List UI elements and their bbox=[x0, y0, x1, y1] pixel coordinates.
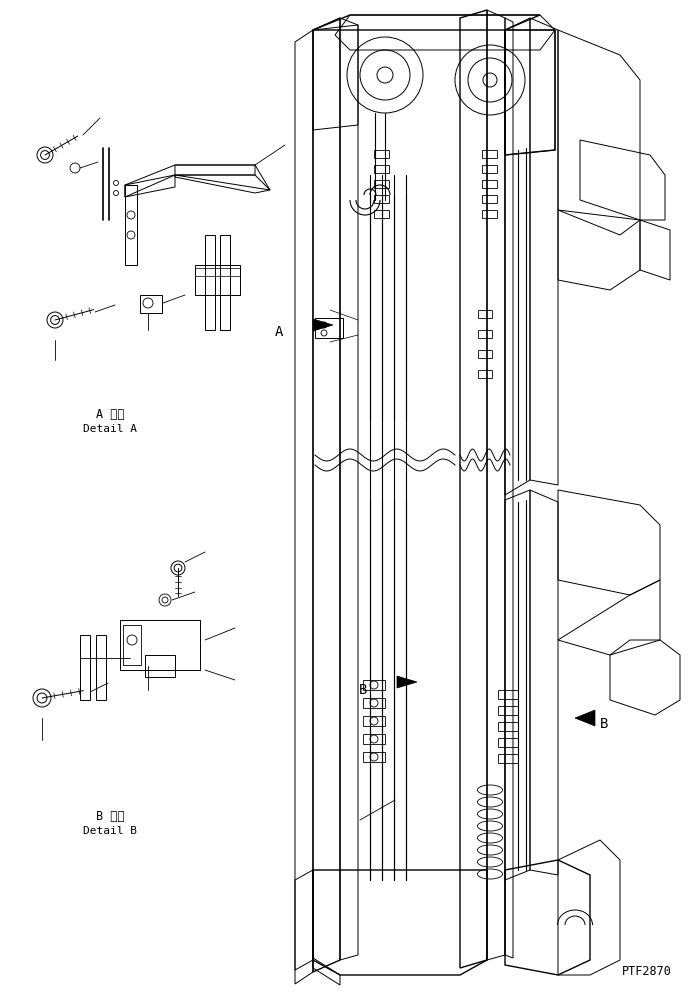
Bar bbox=[482, 210, 497, 218]
Bar bbox=[80, 635, 90, 700]
Bar bbox=[123, 625, 141, 665]
Text: B 詳細: B 詳細 bbox=[96, 810, 125, 823]
Text: PTF2870: PTF2870 bbox=[622, 965, 672, 978]
Text: A: A bbox=[275, 325, 283, 339]
Bar bbox=[478, 350, 492, 358]
Bar bbox=[482, 195, 497, 203]
Bar bbox=[220, 235, 230, 330]
Text: B: B bbox=[600, 717, 608, 731]
Bar bbox=[374, 180, 389, 188]
Polygon shape bbox=[397, 676, 417, 688]
Bar bbox=[363, 680, 385, 690]
Polygon shape bbox=[575, 710, 595, 726]
Bar bbox=[96, 635, 106, 700]
Bar bbox=[498, 690, 518, 699]
Bar bbox=[363, 752, 385, 762]
Bar bbox=[478, 370, 492, 378]
Text: B: B bbox=[359, 683, 367, 697]
Bar bbox=[482, 180, 497, 188]
Bar bbox=[498, 754, 518, 763]
Bar bbox=[498, 722, 518, 731]
Bar bbox=[363, 698, 385, 708]
Bar bbox=[145, 655, 175, 677]
Bar bbox=[315, 318, 343, 338]
Bar bbox=[195, 268, 240, 276]
Bar bbox=[374, 150, 389, 158]
Bar bbox=[498, 738, 518, 747]
Bar bbox=[374, 165, 389, 173]
Bar bbox=[374, 195, 389, 203]
Polygon shape bbox=[313, 319, 333, 331]
Bar bbox=[482, 150, 497, 158]
Bar bbox=[140, 295, 162, 313]
Bar bbox=[363, 734, 385, 744]
Text: A 詳細: A 詳細 bbox=[96, 408, 125, 421]
Bar bbox=[478, 330, 492, 338]
Bar bbox=[478, 310, 492, 318]
Text: Detail A: Detail A bbox=[83, 424, 137, 434]
Text: Detail B: Detail B bbox=[83, 826, 137, 836]
Bar bbox=[498, 706, 518, 715]
Bar bbox=[374, 210, 389, 218]
Bar bbox=[482, 165, 497, 173]
Bar bbox=[205, 235, 215, 330]
Bar bbox=[363, 716, 385, 726]
Bar bbox=[195, 265, 240, 295]
